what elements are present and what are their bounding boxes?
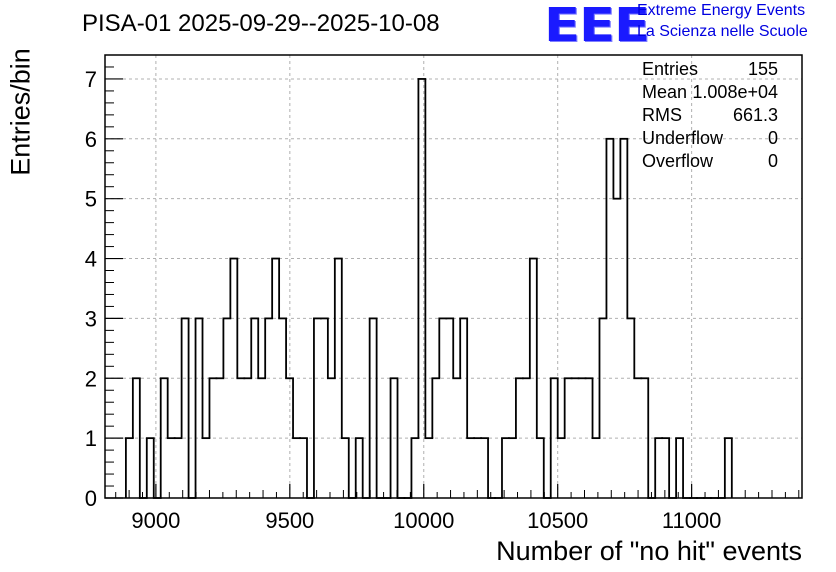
eee-logo: EEE — [544, 0, 650, 52]
stat-value: 0 — [767, 151, 778, 171]
histogram-series — [124, 78, 733, 499]
logo-line-2: La Scienza nelle Scuole — [637, 23, 808, 40]
x-tick-label: 9000 — [131, 508, 180, 533]
y-tick-label: 4 — [85, 247, 97, 272]
y-tick-label: 2 — [85, 366, 97, 391]
axis-ticks: 9000 9500 10000 10500 11000 0 1 2 3 4 5 6 7 — [85, 66, 800, 533]
stat-key: RMS — [642, 105, 682, 125]
y-tick-label: 7 — [85, 67, 97, 92]
stat-value: 661.3 — [732, 105, 778, 125]
stat-value: 1.008e+04 — [692, 82, 778, 102]
stat-key: Mean — [642, 82, 688, 102]
x-tick-label: 10500 — [527, 508, 588, 533]
grid-lines — [105, 55, 802, 498]
x-tick-label: 9500 — [265, 508, 314, 533]
stat-key: Underflow — [642, 128, 724, 148]
x-axis-label: Number of "no hit" events — [496, 536, 802, 566]
stat-value: 0 — [767, 128, 778, 148]
chart-title: PISA-01 2025-09-29--2025-10-08 — [82, 10, 440, 37]
plot-frame — [104, 54, 803, 499]
y-tick-label: 1 — [85, 426, 97, 451]
y-axis-label: Entries/bin — [5, 48, 36, 176]
y-tick-label: 3 — [85, 306, 97, 331]
stat-row-overflow: Overflow 0 — [642, 151, 778, 173]
y-tick-label: 5 — [85, 187, 97, 212]
stat-value: 155 — [747, 59, 778, 79]
stat-key: Entries — [642, 59, 699, 79]
stat-row-mean: Mean 1.008e+04 — [642, 82, 778, 104]
x-tick-label: 10000 — [393, 508, 454, 533]
x-tick-label: 11000 — [662, 508, 722, 533]
y-tick-label: 6 — [85, 127, 97, 152]
stat-row-entries: Entries 155 — [642, 59, 778, 81]
stat-row-underflow: Underflow 0 — [642, 128, 778, 150]
y-tick-label: 0 — [85, 486, 97, 511]
stat-key: Overflow — [642, 151, 714, 171]
logo-line-1: Extreme Energy Events — [637, 2, 806, 19]
stat-row-rms: RMS 661.3 — [642, 105, 778, 127]
